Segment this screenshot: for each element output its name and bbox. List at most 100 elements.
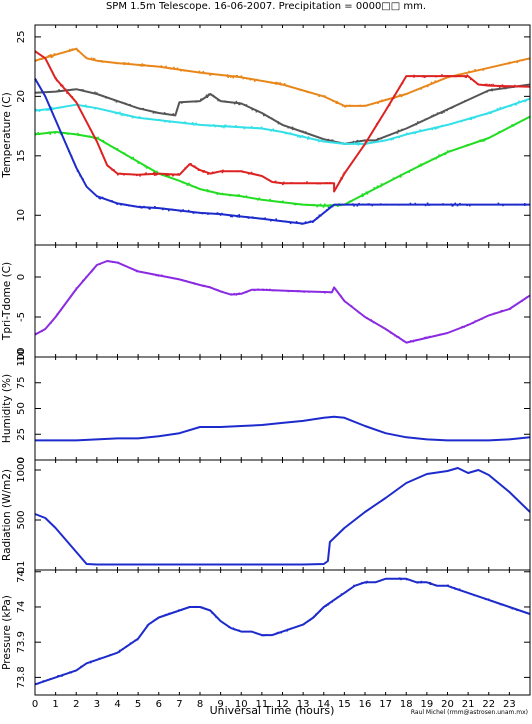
temperature-data-point [187,209,190,212]
tpri-tdome-data-point [474,320,477,322]
tpri-tdome-data-point [262,288,265,291]
temperature-data-point [77,132,79,135]
temperature-data-point [250,125,253,128]
temperature-data-point [399,176,402,178]
temperature-data-point [208,72,211,75]
temperature-data-point [449,150,452,152]
temperature-data-point [289,132,292,134]
temperature-data-point [149,208,151,210]
tpri-tdome-data-point [289,290,292,292]
temperature-data-point [318,95,320,97]
temperature-data-point [65,89,67,92]
temperature-data-point [37,132,39,134]
x-tick-label: 1 [52,699,58,710]
temperature-data-point [419,129,421,131]
temperature-data-point [249,78,251,81]
temperature-data-point [275,81,277,84]
temperature-data-point [352,140,355,143]
temperature-data-point [147,65,150,67]
pressure-data-point [61,674,64,676]
temperature-data-point [140,65,142,67]
temperature-data-point [230,101,233,104]
temperature-data-point [316,205,318,208]
pressure-data-point [136,638,139,641]
temperature-data-point [59,90,62,92]
temperature-data-point [409,202,412,205]
temperature-data-point [127,62,130,64]
temperature-data-point [306,91,308,93]
tpri-tdome-data-point [370,319,372,321]
y-tick-label: 500 [16,510,27,529]
temperature-data-point [398,204,401,206]
temperature-data-point [483,140,485,142]
temperature-data-point [61,106,63,109]
temperature-data-point [323,95,326,97]
temperature-series-1 [34,83,531,145]
pressure-data-point [69,671,71,673]
pressure-data-point [327,603,330,606]
temperature-data-point [519,59,521,62]
temperature-data-point [283,125,286,127]
temperature-data-point [113,147,116,149]
temperature-data-point [262,217,264,220]
temperature-data-point [299,136,302,138]
y-axis-label: Temperature (C) [1,92,13,178]
temperature-data-point [466,144,469,146]
temperature-data-point [270,82,273,84]
temperature-data-point [222,193,224,196]
temperature-data-point [426,85,429,88]
temperature-data-point [376,185,379,187]
temperature-data-point [356,139,359,142]
y-tick-label: 25 [16,31,27,44]
temperature-data-point [448,76,450,79]
temperature-data-point [293,133,295,136]
temperature-data-point [255,110,258,113]
pressure-data-point [509,606,512,609]
temperature-data-point [165,174,168,177]
temperature-data-point [479,139,481,141]
temperature-data-point [171,208,174,211]
temperature-data-point [207,124,209,127]
tpri-tdome-data-point [370,320,373,322]
pressure-data-point [455,588,458,590]
temperature-data-point [448,75,451,77]
pressure-data-point [286,630,288,632]
temperature-data-point [510,105,512,107]
temperature-data-point [282,183,284,186]
temperature-data-point [373,187,375,189]
temperature-data-point [498,86,501,88]
temperature-data-point [173,66,175,69]
tpri-tdome-data-point [117,261,120,264]
temperature-data-point [443,111,445,113]
x-tick-label: 19 [421,699,434,710]
panel-frame [34,24,531,246]
tpri-tdome-data-point [324,291,326,294]
tpri-tdome-data-point [41,330,43,333]
temperature-data-point [52,113,54,116]
temperature-data-point [484,139,487,141]
pressure-data-point [470,593,472,595]
temperature-data-point [522,85,524,87]
temperature-data-point [294,203,297,206]
temperature-data-point [414,132,416,135]
x-tick-label: 23 [503,699,516,710]
temperature-data-point [359,104,362,107]
temperature-data-point [349,104,351,107]
temperature-data-point [202,70,205,73]
temperature-data-point [458,73,460,76]
temperature-data-point [430,115,433,117]
temperature-data-point [474,69,476,71]
temperature-data-point [381,99,383,102]
temperature-data-point [441,75,443,77]
temperature-data-point [224,100,226,102]
temperature-data-point [101,196,104,199]
pressure-data-point [416,582,419,584]
temperature-data-point [248,216,250,219]
tpri-tdome-data-point [500,310,503,312]
temperature-data-point [79,174,81,177]
temperature-data-point [259,127,262,129]
temperature-data-point [450,123,452,125]
pressure-data-point [501,603,503,606]
temperature-data-point [337,205,339,207]
temperature-data-point [326,209,328,211]
